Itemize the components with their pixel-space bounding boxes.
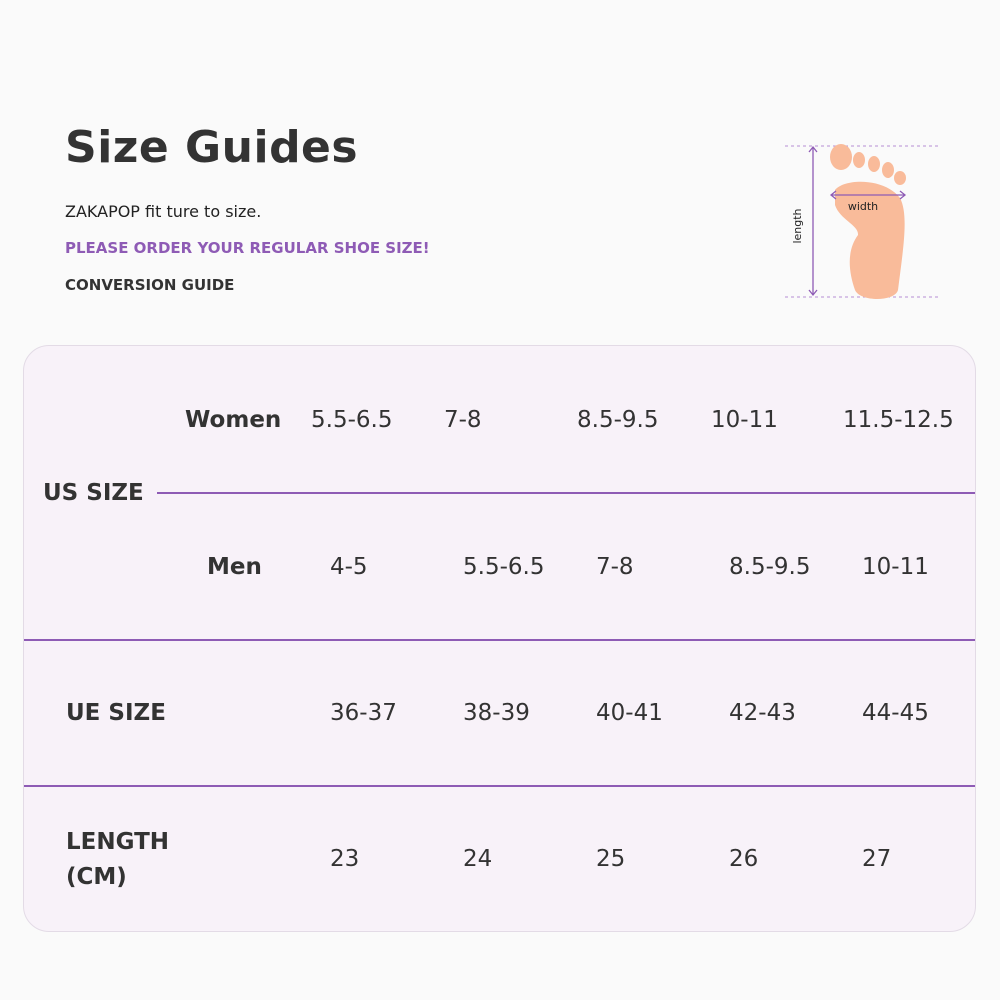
men-size-cell: 7-8 <box>596 554 634 580</box>
ue-size-cell: 36-37 <box>330 700 397 726</box>
notice: PLEASE ORDER YOUR REGULAR SHOE SIZE! <box>65 239 430 257</box>
length-cm-label-2: (CM) <box>66 864 127 890</box>
women-size-cell: 8.5-9.5 <box>577 407 659 433</box>
women-size-cell: 7-8 <box>444 407 482 433</box>
women-size-cell: 11.5-12.5 <box>843 407 954 433</box>
length-size-cell: 25 <box>596 846 626 872</box>
width-label: width <box>848 200 878 213</box>
foot-icon <box>830 144 906 299</box>
women-size-cell: 10-11 <box>711 407 778 433</box>
divider <box>24 785 975 787</box>
men-size-cell: 10-11 <box>862 554 929 580</box>
subtitle: ZAKAPOP fit ture to size. <box>65 202 262 221</box>
length-size-cell: 24 <box>463 846 493 872</box>
women-size-cell: 5.5-6.5 <box>311 407 393 433</box>
ue-size-cell: 42-43 <box>729 700 796 726</box>
men-label: Men <box>207 554 262 580</box>
men-size-cell: 5.5-6.5 <box>463 554 545 580</box>
length-size-cell: 26 <box>729 846 759 872</box>
divider <box>24 639 975 641</box>
length-label: length <box>791 208 804 243</box>
length-size-cell: 27 <box>862 846 892 872</box>
divider <box>157 492 975 494</box>
ue-size-cell: 44-45 <box>862 700 929 726</box>
women-label: Women <box>185 407 282 433</box>
men-size-cell: 8.5-9.5 <box>729 554 811 580</box>
size-table <box>23 345 976 932</box>
foot-illustration: width length <box>785 140 945 305</box>
us-size-label: US SIZE <box>43 480 144 506</box>
length-size-cell: 23 <box>330 846 360 872</box>
ue-size-cell: 38-39 <box>463 700 530 726</box>
ue-size-label: UE SIZE <box>66 700 166 726</box>
length-cm-label-1: LENGTH <box>66 829 170 855</box>
ue-size-cell: 40-41 <box>596 700 663 726</box>
page-title: Size Guides <box>65 122 359 173</box>
men-size-cell: 4-5 <box>330 554 368 580</box>
section-heading: CONVERSION GUIDE <box>65 276 235 294</box>
